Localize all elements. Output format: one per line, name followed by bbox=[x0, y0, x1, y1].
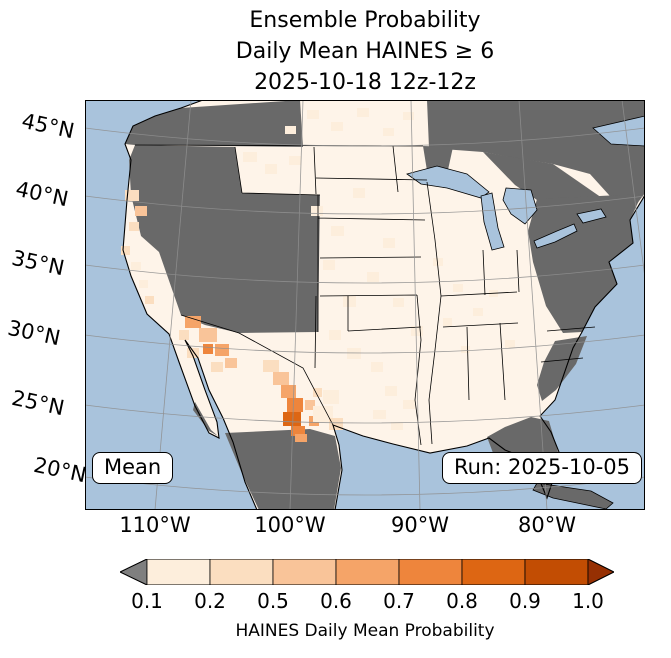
colorbar-tick: 0.7 bbox=[383, 589, 415, 613]
lon-label: 80°W bbox=[518, 513, 576, 537]
title-line-3: 2025-10-18 12z-12z bbox=[254, 70, 476, 95]
lat-label: 45°N bbox=[19, 108, 77, 144]
lon-label: 90°W bbox=[391, 513, 449, 537]
colorbar-tick: 0.5 bbox=[257, 589, 289, 613]
lat-label: 25°N bbox=[9, 385, 67, 421]
lon-label: 110°W bbox=[119, 513, 191, 537]
colorbar-label: HAINES Daily Mean Probability bbox=[235, 621, 495, 641]
colorbar-tick: 0.9 bbox=[509, 589, 541, 613]
colorbar-tick: 0.8 bbox=[446, 589, 478, 613]
colorbar-canvas bbox=[118, 558, 616, 586]
colorbar bbox=[118, 558, 616, 586]
lat-label: 30°N bbox=[5, 315, 63, 351]
state-borders bbox=[134, 144, 596, 446]
colorbar-over-arrow bbox=[587, 558, 615, 586]
lake-erie bbox=[533, 223, 578, 249]
run-date-box: Run: 2025-10-05 bbox=[441, 452, 642, 484]
mean-label-box: Mean bbox=[92, 452, 174, 484]
map-frame bbox=[85, 100, 645, 510]
lat-label: 40°N bbox=[13, 176, 71, 212]
title-line-2: Daily Mean HAINES ≥ 6 bbox=[235, 39, 495, 64]
lon-label: 100°W bbox=[254, 513, 326, 537]
lat-label: 35°N bbox=[9, 245, 67, 281]
plot-title: Ensemble Probability Daily Mean HAINES ≥… bbox=[85, 5, 645, 98]
title-line-1: Ensemble Probability bbox=[249, 8, 481, 33]
colorbar-ticks: 0.1 0.2 0.5 0.6 0.7 0.8 0.9 1.0 bbox=[120, 589, 614, 615]
lat-label: 20°N bbox=[31, 452, 89, 488]
probability-patches bbox=[121, 108, 515, 442]
colorbar-segments bbox=[146, 558, 589, 586]
map-canvas bbox=[85, 100, 645, 510]
colorbar-tick: 1.0 bbox=[572, 589, 604, 613]
colorbar-tick: 0.1 bbox=[131, 589, 163, 613]
graticule bbox=[85, 100, 645, 510]
map-area bbox=[85, 100, 645, 510]
lake-huron bbox=[502, 187, 538, 225]
lake-ontario bbox=[576, 208, 607, 224]
lake-michigan bbox=[480, 192, 505, 251]
colorbar-tick: 0.6 bbox=[320, 589, 352, 613]
colorbar-under-arrow bbox=[119, 558, 148, 586]
colorbar-tick: 0.2 bbox=[194, 589, 226, 613]
